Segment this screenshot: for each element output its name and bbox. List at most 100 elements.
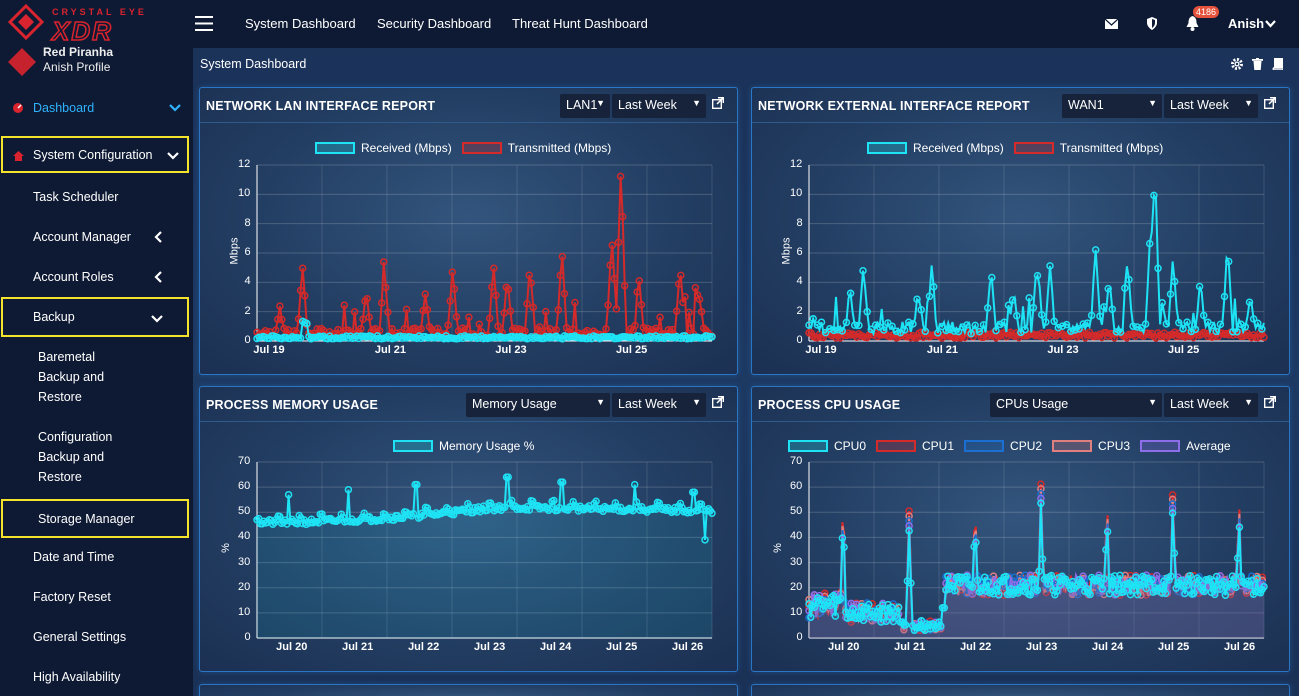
nav-factory-reset-label: Factory Reset [33,590,111,604]
average-point [1068,588,1077,597]
x-tick-label: Jul 21 [926,344,959,356]
legend-item-average[interactable]: Average [1140,439,1231,453]
cpu0-point [1105,589,1114,598]
x-tick-label: Jul 22 [408,641,440,653]
bell-icon[interactable] [1186,16,1199,31]
chart-legend: Received (Mbps) Transmitted (Mbps) [867,141,1173,155]
legend-item-received[interactable]: Received (Mbps) [867,141,1004,155]
transmitted-point [502,283,511,292]
nav-date-time[interactable]: Date and Time [0,537,193,577]
mail-icon[interactable] [1105,19,1118,29]
nav-dashboard[interactable]: Dashboard [0,88,193,128]
chevron-down-icon [167,152,179,160]
transmitted-point [450,285,459,293]
interface-select-value: LAN1 [566,98,598,112]
legend-item-memory[interactable]: Memory Usage % [393,439,534,453]
time-range-select[interactable]: Last Week ▼ [612,94,706,118]
transmitted-point [909,332,917,340]
nav-storage-manager-label: Storage Manager [38,511,135,526]
caret-down-icon: ▼ [596,397,605,407]
nav-account-roles[interactable]: Account Roles [0,257,193,297]
y-tick-label: 2 [796,304,803,317]
transmitted-point [475,320,484,329]
legend-item-cpu2[interactable]: CPU2 [964,439,1042,453]
cpu0-point [859,616,868,625]
transmitted-point [419,306,427,315]
y-tick-label: 4 [796,275,803,288]
panel-title: PROCESS CPU USAGE [758,398,901,412]
legend-swatch [867,142,907,154]
transmitted-point [618,212,627,221]
trash-icon[interactable] [1252,58,1263,70]
average-point [1037,494,1045,503]
interface-select[interactable]: LAN1 ▼ [560,94,610,118]
transmitted-point [697,307,706,316]
cpu0-point [1186,571,1194,580]
y-tick-label: 10 [238,605,251,618]
transmitted-point [388,324,396,333]
cpu0-point [1189,589,1198,598]
panel-external-interface: NETWORK EXTERNAL INTERFACE REPORT WAN1 ▼ … [751,87,1290,375]
legend-swatch [315,142,355,154]
received-point [971,321,979,330]
time-range-select[interactable]: Last Week ▼ [1164,393,1258,417]
transmitted-point [434,324,442,333]
nav-account-manager[interactable]: Account Manager [0,217,193,257]
legend-item-received[interactable]: Received (Mbps) [315,141,452,155]
received-point [1249,315,1258,323]
chevron-left-icon [154,271,162,283]
legend-item-cpu3[interactable]: CPU3 [1052,439,1130,453]
received-point [809,314,817,323]
interface-select[interactable]: WAN1 ▼ [1062,94,1162,118]
user-menu[interactable]: Anish [1228,16,1265,31]
nav-task-scheduler[interactable]: Task Scheduler [0,177,193,217]
received-point [863,308,871,316]
transmitted-point [504,285,513,294]
cpu0-point [1126,590,1135,599]
received-point [830,326,838,335]
cpu0-point [963,572,971,581]
crystal-eye-logo-icon [7,4,45,76]
legend-item-transmitted[interactable]: Transmitted (Mbps) [461,141,611,155]
memory-point [613,502,621,511]
legend-item-cpu0[interactable]: CPU0 [788,439,866,453]
chevron-down-icon [151,315,163,323]
shield-icon[interactable] [1147,17,1157,30]
gear-icon[interactable] [1231,58,1243,70]
time-range-select[interactable]: Last Week ▼ [1164,94,1258,118]
memory-point [460,506,469,515]
memory-point [284,490,293,499]
nav-factory-reset[interactable]: Factory Reset [0,577,193,617]
y-tick-label: 10 [790,187,803,200]
metric-select[interactable]: CPUs Usage ▼ [990,393,1162,417]
received-point [1216,320,1225,329]
cpu0-point [1110,572,1119,580]
time-range-select[interactable]: Last Week ▼ [612,393,706,417]
y-tick-label: 30 [790,555,803,568]
nav-storage-manager[interactable]: Storage Manager [1,499,189,538]
cpu0-point [1002,572,1010,581]
nav-general-settings[interactable]: General Settings [0,617,193,657]
hamburger-menu-icon[interactable] [195,16,213,31]
external-link-icon[interactable] [1264,97,1276,109]
cpu3-point [905,512,913,520]
external-link-icon[interactable] [712,97,724,109]
metric-select[interactable]: Memory Usage ▼ [466,393,610,417]
top-link-threat-hunt-dashboard[interactable]: Threat Hunt Dashboard [512,16,648,31]
book-icon[interactable] [1272,58,1283,70]
panel-bottom-right [751,684,1290,696]
nav-system-configuration[interactable]: System Configuration [1,136,189,173]
nav-backup[interactable]: Backup [1,297,189,337]
legend-item-cpu1[interactable]: CPU1 [876,439,954,453]
nav-configuration-backup[interactable]: Configuration Backup and Restore [38,430,113,484]
cpu0-point [949,582,957,591]
received-point [988,273,996,282]
nav-high-availability[interactable]: High Availability [0,657,193,696]
external-link-icon[interactable] [712,396,724,408]
external-link-icon[interactable] [1264,396,1276,408]
transmitted-point [492,291,500,300]
legend-item-transmitted[interactable]: Transmitted (Mbps) [1013,141,1163,155]
top-link-security-dashboard[interactable]: Security Dashboard [377,16,492,31]
top-link-system-dashboard[interactable]: System Dashboard [245,16,356,31]
nav-baremetal-backup[interactable]: Baremetal Backup and Restore [38,350,105,404]
